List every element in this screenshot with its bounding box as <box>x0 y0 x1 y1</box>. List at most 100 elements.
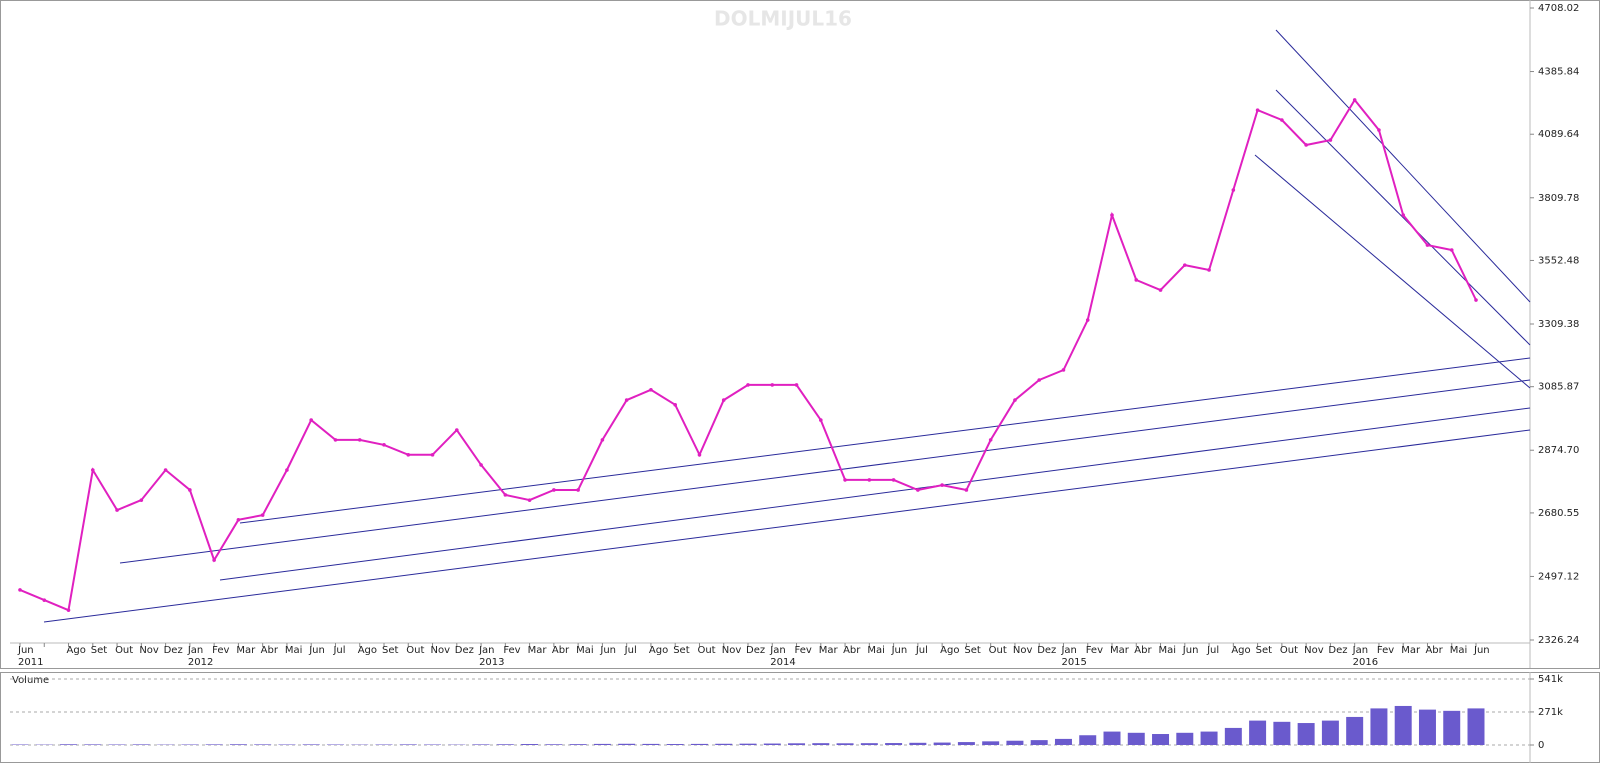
price-point <box>1037 378 1041 382</box>
x-tick-label: Jun <box>1182 645 1199 656</box>
x-tick-label: Set <box>1256 645 1273 656</box>
x-tick-label: Dez <box>1328 645 1347 656</box>
volume-bar <box>229 744 247 745</box>
x-tick-label: Fev <box>795 645 812 656</box>
volume-bar <box>860 743 878 745</box>
volume-bar <box>1030 740 1048 745</box>
volume-bar <box>715 743 733 745</box>
price-point <box>333 438 338 442</box>
x-tick-label: Set <box>673 645 690 656</box>
volume-bar <box>302 744 320 745</box>
volume-bar <box>1394 705 1412 745</box>
x-tick-label: Dez <box>164 645 183 656</box>
volume-bar <box>739 743 757 745</box>
volume-bar <box>957 742 975 745</box>
y-tick-label: 3552.48 <box>1538 255 1579 266</box>
price-point <box>66 608 71 612</box>
price-point <box>940 483 944 487</box>
y-tick-label: 271k <box>1538 707 1563 718</box>
volume-bar <box>885 743 903 745</box>
price-point <box>552 488 556 492</box>
volume-bar <box>1006 740 1024 745</box>
price-point <box>1255 108 1260 112</box>
y-tick-label: 4385.84 <box>1538 67 1579 78</box>
price-point <box>891 478 896 482</box>
price-point <box>1474 298 1478 302</box>
volume-bar <box>1297 723 1315 745</box>
x-tick-label: Jan <box>478 645 494 656</box>
x-tick-label: Jun <box>599 645 616 656</box>
volume-bar <box>1273 721 1291 745</box>
x-tick-label: Mar <box>528 645 548 656</box>
x-tick-label: Jun <box>891 645 908 656</box>
x-tick-label: Mar <box>819 645 839 656</box>
price-point <box>1449 248 1454 252</box>
volume-bar <box>1467 708 1485 745</box>
trend-line <box>1275 29 1531 303</box>
y-tick-label: 4708.02 <box>1538 3 1579 14</box>
price-line <box>19 98 1477 612</box>
volume-bar <box>1127 732 1145 745</box>
volume-bar <box>399 744 417 745</box>
x-tick-label: Jan <box>769 645 785 656</box>
x-tick-label: Mai <box>1450 645 1468 656</box>
volume-bar <box>1152 734 1170 745</box>
price-point <box>479 463 483 467</box>
x-tick-label: Jul <box>332 645 345 656</box>
price-point <box>673 403 677 407</box>
y-tick-label: 2680.55 <box>1538 508 1579 519</box>
volume-bar <box>1224 727 1242 745</box>
price-point <box>115 508 119 512</box>
year-label: 2016 <box>1353 657 1378 668</box>
price-point <box>1328 138 1333 142</box>
price-point <box>212 558 216 562</box>
volume-bar <box>763 743 781 745</box>
price-point <box>867 478 872 482</box>
volume-bar <box>933 742 951 745</box>
x-tick-label: Jul <box>1206 645 1219 656</box>
price-point <box>988 438 993 442</box>
y-tick-label: 0 <box>1538 740 1544 751</box>
volume-bar <box>60 744 78 745</box>
x-tick-label: Out <box>406 645 424 656</box>
trend-line <box>239 357 1531 524</box>
price-point <box>964 488 969 492</box>
volume-bar <box>1079 735 1097 745</box>
price-point <box>382 443 386 447</box>
x-tick-label: Jul <box>624 645 637 656</box>
volume-bar <box>1176 732 1194 745</box>
price-point <box>1352 98 1357 102</box>
year-label: 2013 <box>479 657 504 668</box>
x-tick-label: Ago <box>358 645 377 656</box>
y-tick-label: 541k <box>1538 674 1563 685</box>
x-tick-label: Ago <box>649 645 668 656</box>
price-point <box>1183 263 1187 267</box>
price-point <box>527 498 532 502</box>
volume-bar <box>642 743 660 745</box>
trend-line <box>1254 154 1531 389</box>
year-label: 2012 <box>188 657 213 668</box>
x-tick-label: Set <box>964 645 981 656</box>
price-point <box>1280 118 1284 122</box>
y-tick-label: 2326.24 <box>1538 635 1579 646</box>
x-tick-label: Fev <box>1086 645 1103 656</box>
price-point <box>455 428 459 432</box>
price-point <box>794 383 799 387</box>
x-tick-label: Out <box>989 645 1007 656</box>
x-tick-label: Jan <box>1352 645 1368 656</box>
volume-bar <box>1321 720 1339 745</box>
price-point <box>649 388 653 392</box>
x-tick-label: Jun <box>308 645 325 656</box>
x-tick-label: Ago <box>1231 645 1250 656</box>
price-point <box>843 478 847 482</box>
y-tick-label: 3309.38 <box>1538 319 1579 330</box>
x-tick-label: Ago <box>940 645 959 656</box>
volume-bar <box>521 744 539 745</box>
x-tick-label: Nov <box>1304 645 1324 656</box>
y-tick-label: 4089.64 <box>1538 129 1579 140</box>
volume-bar <box>1200 731 1218 745</box>
volume-bar <box>593 743 611 745</box>
volume-bar <box>496 744 514 745</box>
